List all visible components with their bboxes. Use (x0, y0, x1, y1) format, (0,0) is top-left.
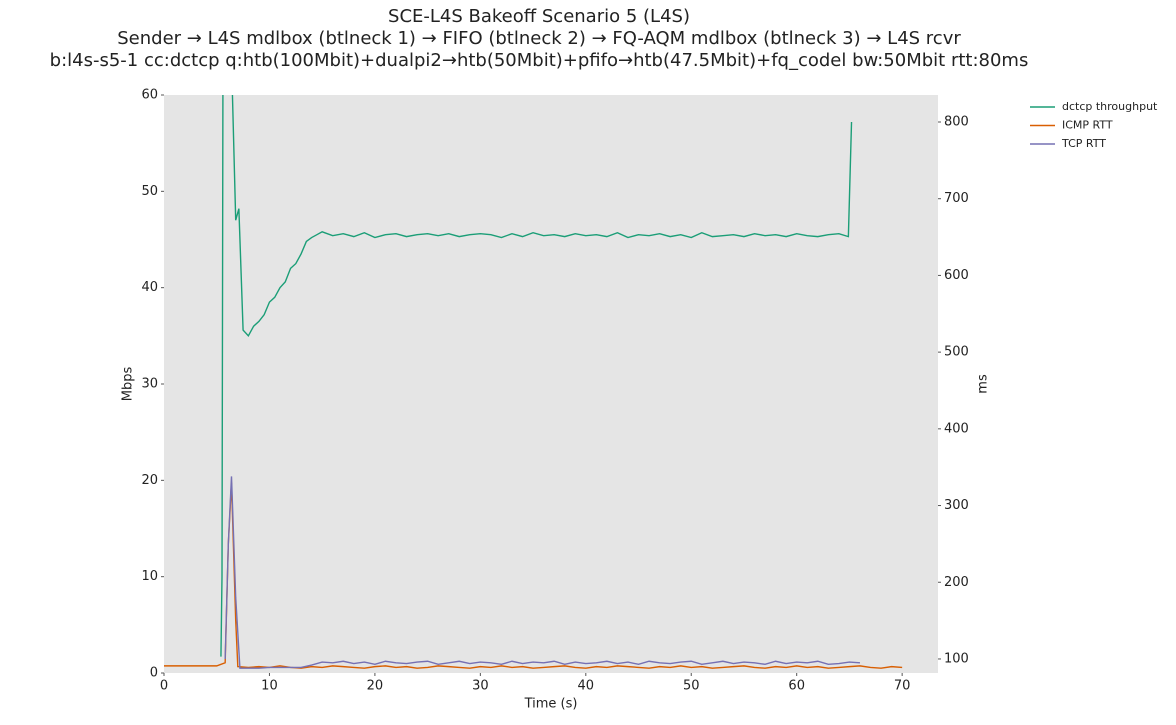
x-tick-label: 20 (367, 679, 384, 694)
x-tick-label: 10 (261, 679, 278, 694)
y2-tick-label: 200 (944, 575, 969, 590)
series-line (164, 482, 903, 669)
y2-axis-label: ms (976, 374, 991, 394)
x-tick-label: 50 (683, 679, 700, 694)
y2-tick-label: 700 (944, 191, 969, 206)
x-tick-label: 60 (788, 679, 805, 694)
y-tick-label: 20 (141, 473, 158, 488)
y-tick-label: 60 (141, 88, 158, 103)
y2-tick-label: 300 (944, 498, 969, 513)
plot-area (164, 95, 938, 673)
legend-label: dctcp throughput (1062, 100, 1158, 113)
y2-tick-label: 800 (944, 115, 969, 130)
y2-tick-label: 600 (944, 268, 969, 283)
series-line (220, 95, 853, 657)
legend-label: ICMP RTT (1062, 119, 1113, 132)
y-tick-label: 30 (141, 377, 158, 392)
y-tick-label: 10 (141, 569, 158, 584)
chart-title: SCE-L4S Bakeoff Scenario 5 (L4S) (388, 6, 690, 27)
y-tick-label: 0 (150, 666, 158, 681)
y-axis-label: Mbps (121, 367, 136, 402)
chart-subtitle: b:l4s-s5-1 cc:dctcp q:htb(100Mbit)+dualp… (50, 50, 1029, 71)
series-line (224, 476, 861, 669)
x-tick-label: 0 (160, 679, 168, 694)
x-tick-label: 70 (894, 679, 911, 694)
chart-subtitle: Sender → L4S mdlbox (btlneck 1) → FIFO (… (117, 28, 961, 49)
y2-tick-label: 400 (944, 421, 969, 436)
y-tick-label: 40 (141, 280, 158, 295)
x-axis-label: Time (s) (524, 697, 578, 712)
y2-tick-label: 100 (944, 651, 969, 666)
y-tick-label: 50 (141, 184, 158, 199)
legend-label: TCP RTT (1061, 137, 1106, 150)
x-tick-label: 30 (472, 679, 489, 694)
x-tick-label: 40 (578, 679, 595, 694)
y2-tick-label: 500 (944, 345, 969, 360)
